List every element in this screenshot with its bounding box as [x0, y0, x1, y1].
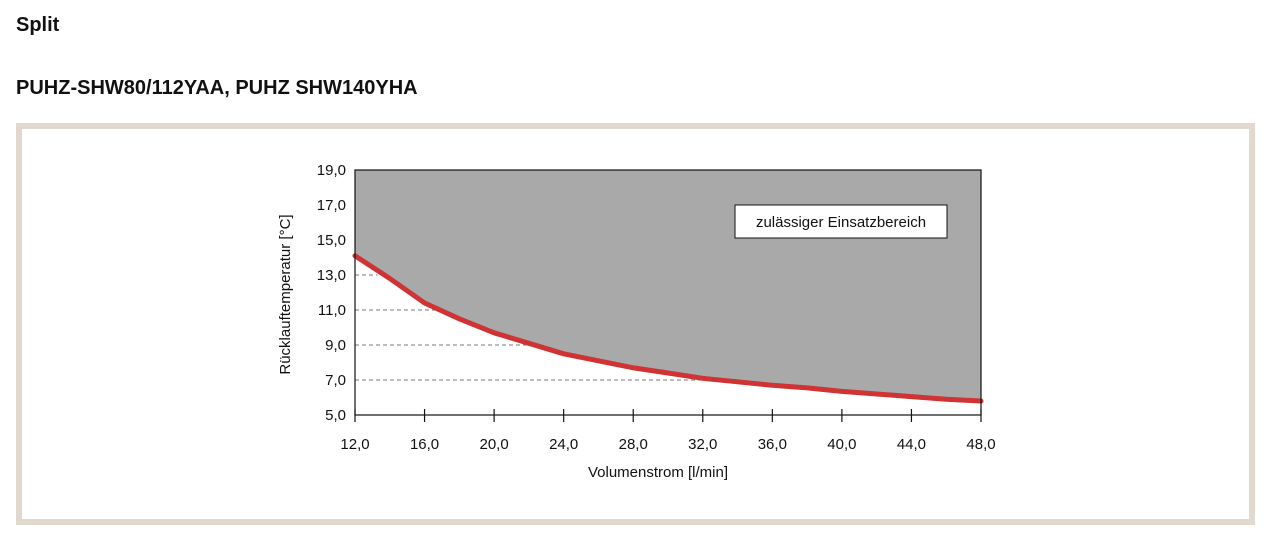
y-tick-label: 9,0: [325, 337, 346, 354]
x-axis: 12,0 16,0 20,0 24,0 28,0 32,0 36,0 40,0 44,0 48,0: [340, 409, 996, 453]
x-axis-label: Volumenstrom [l/min]: [588, 464, 728, 481]
limit-curve-line: [352, 253, 984, 404]
annotation-box: [734, 204, 948, 239]
x-tick-label: 16,0: [410, 436, 439, 453]
x-tick-label: 24,0: [549, 436, 578, 453]
y-tick-label: 11,0: [318, 302, 346, 319]
y-tick-label: 17,0: [317, 197, 346, 214]
model-title: PUHZ-SHW80/112YAA, PUHZ SHW140YHA: [16, 77, 418, 99]
x-tick-label: 48,0: [966, 436, 995, 453]
y-axis: 5,0 7,0 9,0 11,0 13,0 15,0 17,0 19,0: [317, 162, 346, 424]
x-tick-label: 12,0: [340, 436, 369, 453]
y-tick-label: 7,0: [325, 372, 346, 389]
y-tick-label: 19,0: [317, 162, 346, 179]
x-tick-label: 44,0: [897, 436, 926, 453]
x-tick-label: 40,0: [827, 436, 856, 453]
y-tick-label: 15,0: [317, 232, 346, 249]
x-tick-label: 20,0: [480, 436, 509, 453]
y-tick-label: 13,0: [317, 267, 346, 284]
section-title: Split: [16, 14, 60, 36]
y-tick-label: 5,0: [325, 407, 346, 424]
reference-lines: [355, 274, 712, 381]
x-tick-label: 36,0: [758, 436, 787, 453]
annotation-label: zulässiger Einsatzbereich: [756, 214, 926, 231]
plot-border: [354, 169, 982, 416]
x-tick-label: 28,0: [619, 436, 648, 453]
x-tick-label: 32,0: [688, 436, 717, 453]
y-axis-label: Rücklauftemperatur [°C]: [277, 214, 294, 374]
